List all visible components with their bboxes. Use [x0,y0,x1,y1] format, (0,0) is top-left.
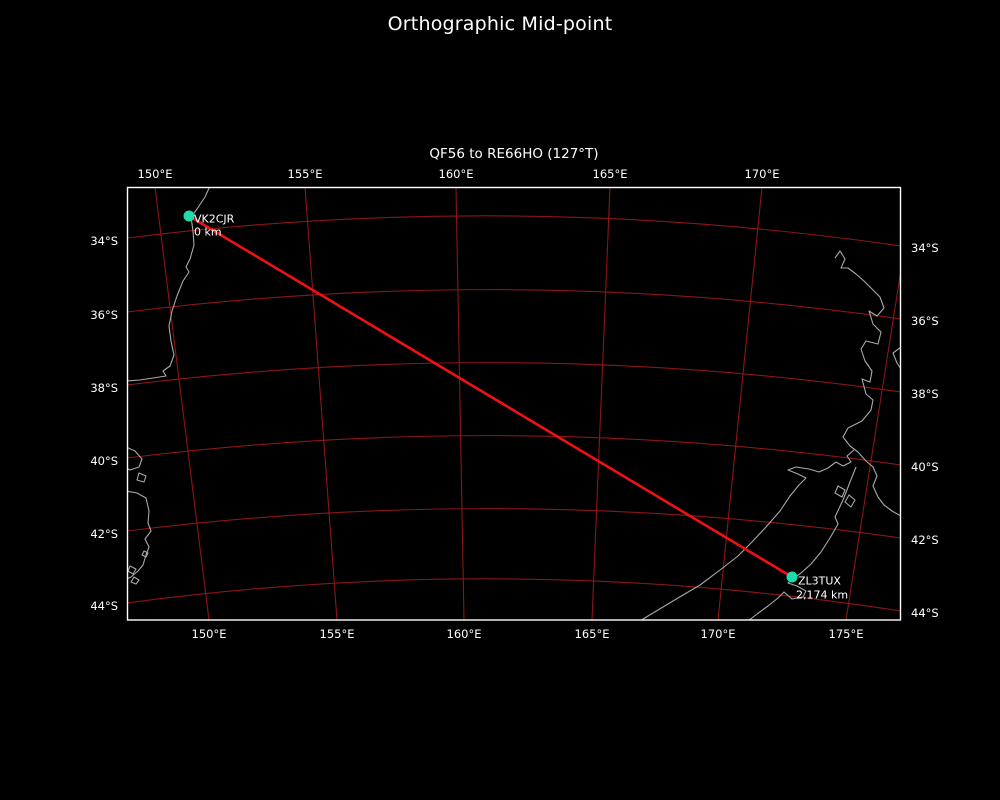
coastline-nz-south-island-west [641,449,855,620]
coastline-marlborough-islet-2 [844,494,856,508]
tick-top-165e: 165°E [592,167,628,181]
parallel-42s [127,508,901,539]
tick-right-38s: 38°S [911,387,939,401]
coastline-australia-east [127,187,211,382]
tick-top-155e: 155°E [287,167,323,181]
meridian-160e [455,187,465,620]
parallel-40s [127,435,901,466]
tick-top-160e: 160°E [438,167,474,181]
tick-bottom-150e: 150°E [191,627,227,641]
coastline-tasmania-islet-2 [127,565,137,575]
tick-top-170e: 170°E [744,167,780,181]
meridian-165e [591,187,611,620]
meridian-155e [304,187,338,620]
coastline-flinders-island [127,446,143,471]
tick-left-44s: 44°S [90,599,118,613]
tick-right-36s: 36°S [911,314,939,328]
coastline-tasmania [127,490,152,580]
tick-right-42s: 42°S [911,533,939,547]
tick-bottom-155e: 155°E [319,627,355,641]
station-label-zl3tux: ZL3TUX [798,574,841,588]
station-marker-vk2cjr [183,210,195,222]
parallel-36s [127,289,901,320]
meridian-170e [717,187,763,620]
figure-title: Orthographic Mid-point [387,13,613,35]
station-label-vk2cjr: VK2CJR [194,212,235,226]
station-marker-zl3tux [786,571,798,583]
station-distance-vk2cjr: 0 km [194,225,222,239]
coastline-bass-strait-islet [136,472,147,483]
tick-top-150e: 150°E [137,167,173,181]
coastline-tasmania-islet-3 [130,576,140,585]
tick-right-44s: 44°S [911,606,939,620]
tick-left-34s: 34°S [90,234,118,248]
coastlines [127,187,901,620]
tick-bottom-160e: 160°E [446,627,482,641]
parallel-38s [127,362,901,393]
coastline-nz-east-fragment [892,346,901,370]
parallel-44s [127,578,901,612]
map-subtitle: QF56 to RE66HO (127°T) [429,146,599,162]
tick-bottom-175e: 175°E [828,627,864,641]
tick-bottom-165e: 165°E [574,627,610,641]
coastline-nz-north-island [834,250,901,517]
tick-left-40s: 40°S [90,454,118,468]
tick-left-38s: 38°S [90,381,118,395]
tick-right-40s: 40°S [911,460,939,474]
tick-right-34s: 34°S [911,241,939,255]
coastline-marlborough-islet-1 [834,485,846,498]
station-distance-zl3tux: 2,174 km [796,588,849,602]
tick-bottom-170e: 170°E [700,627,736,641]
coastline-tasmania-islet-1 [141,550,149,558]
parallel-34s [127,215,901,247]
graticule-meridians [154,187,901,620]
graticule-parallels [127,215,901,612]
tick-left-36s: 36°S [90,308,118,322]
map-frame [126,186,902,621]
meridian-150e [154,187,210,620]
great-circle-path [187,214,794,579]
tick-left-42s: 42°S [90,527,118,541]
meridian-175e [845,266,901,620]
